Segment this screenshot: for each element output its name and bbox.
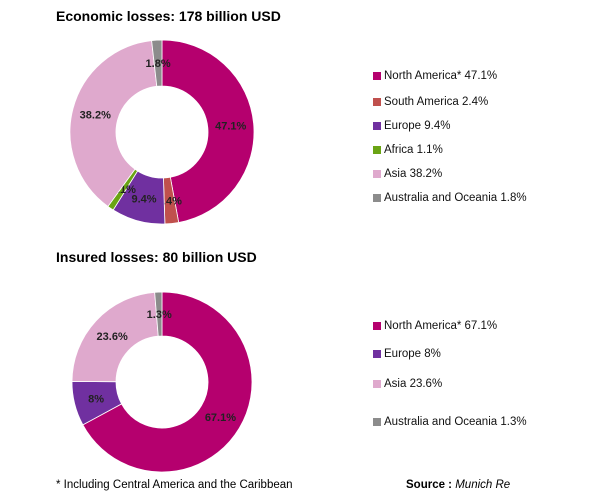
legend-swatch [373,380,381,388]
data-label: 8% [88,393,104,405]
legend-label: Australia and Oceania 1.3% [384,416,527,428]
legend-swatch [373,98,381,106]
data-label: 38.2% [80,109,111,121]
legend-swatch [373,194,381,202]
legend-item: Asia 38.2% [373,168,442,180]
legend-label: Europe 9.4% [384,120,451,132]
legend-item: South America 2.4% [373,96,488,108]
data-label: 1.3% [147,309,172,321]
slice-north-america [82,291,253,473]
legend-item: Asia 23.6% [373,378,442,390]
source: Source : Munich Re [406,479,510,491]
legend-item: Australia and Oceania 1.8% [373,192,527,204]
footnote: * Including Central America and the Cari… [56,479,293,491]
source-value: Munich Re [455,479,511,491]
legend-label: Africa 1.1% [384,144,443,156]
data-label: 1.8% [146,58,171,70]
legend-swatch [373,122,381,130]
slice-asia [69,40,158,207]
data-label: 9.4% [131,194,156,206]
data-label: 47.1% [215,121,246,133]
data-label: 67.1% [205,412,236,424]
chart-title-insured: Insured losses: 80 billion USD [56,249,257,265]
legend-label: Asia 38.2% [384,168,443,180]
legend-swatch [373,322,381,330]
slice-australia-and-oceania [151,39,163,87]
legend-swatch [373,72,381,80]
legend-item: Europe 9.4% [373,120,451,132]
legend-item: North America* 47.1% [373,70,497,82]
legend-item: Africa 1.1% [373,144,443,156]
legend-item: North America* 67.1% [373,320,497,332]
legend-swatch [373,350,381,358]
legend-label: Australia and Oceania 1.8% [384,192,527,204]
chart-title-economic: Economic losses: 178 billion USD [56,8,281,24]
legend-item: Australia and Oceania 1.3% [373,416,527,428]
legend-item: Europe 8% [373,348,441,360]
legend-label: South America 2.4% [384,96,489,108]
source-label: Source : [406,479,453,491]
data-label: 23.6% [97,331,128,343]
slice-australia-and-oceania [154,291,163,337]
legend-label: Asia 23.6% [384,378,443,390]
legend-label: Europe 8% [384,348,441,360]
legend-swatch [373,146,381,154]
legend-swatch [373,170,381,178]
legend-label: North America* 47.1% [384,70,498,82]
slice-north-america [161,39,255,223]
legend-swatch [373,418,381,426]
legend-label: North America* 67.1% [384,320,498,332]
